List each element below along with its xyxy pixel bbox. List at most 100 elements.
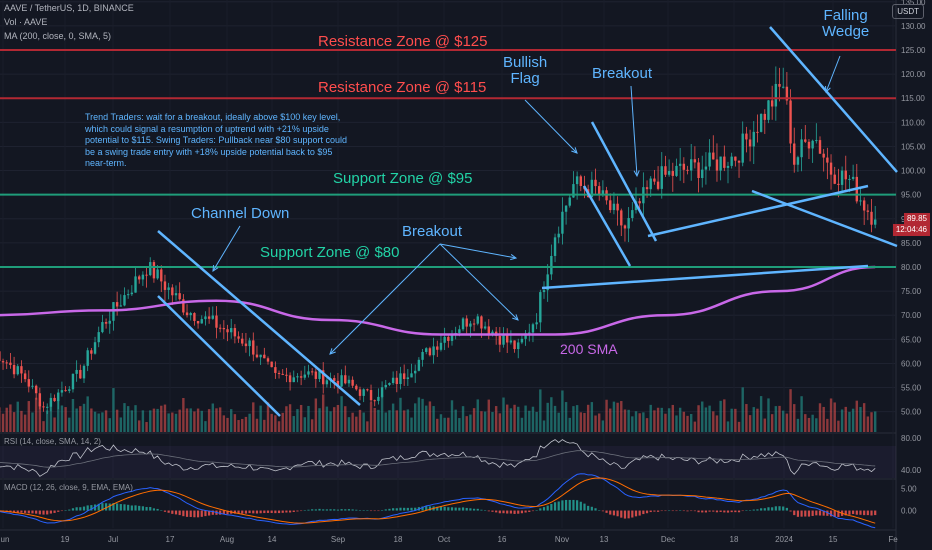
volume-bar	[866, 416, 870, 432]
macd-hist-bar	[715, 510, 719, 513]
candle-body	[108, 320, 111, 324]
volume-bar	[605, 399, 608, 432]
candle-body	[756, 131, 759, 133]
macd-hist-bar	[355, 509, 358, 511]
macd-hist-bar	[778, 506, 781, 511]
volume-bar	[638, 413, 641, 432]
candle-body	[859, 200, 862, 202]
volume-bar	[793, 404, 796, 432]
macd-hist-bar	[421, 506, 424, 511]
volume-bar	[458, 418, 461, 432]
volume-bar	[796, 418, 800, 432]
volume-bar	[690, 413, 693, 432]
macd-hist-bar	[101, 503, 104, 511]
volume-bar	[27, 401, 30, 432]
candle-body	[71, 373, 75, 390]
volume-bar	[840, 409, 844, 432]
candle-body	[759, 113, 763, 132]
rsi-legend[interactable]: RSI (14, close, SMA, 14, 2)	[4, 437, 101, 446]
macd-hist-bar	[638, 510, 641, 516]
candle-body	[226, 329, 229, 333]
volume-bar	[274, 415, 277, 432]
candle-body	[837, 183, 840, 185]
candle-body	[340, 375, 343, 387]
candle-body	[734, 156, 737, 161]
macd-hist-bar	[822, 510, 825, 516]
macd-hist-bar	[399, 507, 402, 511]
volume-bar	[417, 397, 421, 432]
macd-hist-bar	[185, 510, 189, 517]
macd-hist-bar	[583, 503, 586, 511]
volume-legend[interactable]: Vol · AAVE	[4, 17, 48, 27]
volume-bar	[583, 412, 586, 432]
volume-bar	[546, 402, 549, 432]
candle-body	[259, 354, 262, 358]
macd-hist-bar	[270, 510, 273, 513]
volume-bar	[189, 408, 192, 432]
candle-body	[627, 218, 630, 229]
volume-bar	[366, 421, 369, 432]
volume-bar	[344, 406, 347, 432]
candle-body	[27, 379, 30, 387]
volume-bar	[1, 413, 5, 432]
candle-body	[34, 385, 38, 394]
volume-bar	[16, 401, 19, 432]
volume-bar	[9, 404, 12, 432]
macd-hist-bar	[774, 506, 777, 511]
macd-hist-bar	[852, 510, 855, 515]
rsi-sma-line	[0, 450, 876, 468]
y-tick-label-16: 55.00	[901, 384, 922, 393]
volume-bar	[837, 420, 840, 432]
macd-hist-bar	[182, 510, 185, 517]
candle-body	[149, 262, 152, 276]
candle-body	[163, 281, 167, 290]
volume-bar	[79, 406, 82, 432]
candle-body	[443, 336, 446, 343]
macd-hist-bar	[627, 510, 630, 519]
candle-body	[263, 354, 266, 359]
candle-body	[616, 203, 619, 211]
volume-bar	[149, 410, 152, 432]
volume-bar	[299, 404, 303, 432]
macd-hist-bar	[752, 509, 755, 511]
macd-hist-bar	[347, 509, 351, 511]
macd-hist-bar	[469, 508, 472, 511]
macd-hist-bar	[403, 507, 406, 511]
volume-bar	[384, 412, 387, 432]
candle-body	[476, 316, 479, 324]
volume-bar	[432, 406, 435, 432]
candle-body	[546, 274, 549, 291]
currency-selector[interactable]: USDT	[892, 4, 924, 19]
volume-bar	[281, 412, 284, 432]
volume-bar	[351, 412, 354, 432]
symbol-title[interactable]: AAVE / TetherUS, 1D, BINANCE	[4, 3, 134, 13]
ma-legend[interactable]: MA (200, close, 0, SMA, 5)	[4, 31, 112, 41]
volume-bar	[46, 410, 49, 432]
candle-body	[406, 377, 410, 380]
volume-bar	[57, 399, 60, 432]
x-tick-label-14: 2024	[775, 535, 793, 544]
volume-bar	[701, 401, 704, 432]
candle-body	[660, 166, 663, 189]
candle-body	[336, 380, 340, 387]
macd-hist-bar	[870, 510, 873, 516]
macd-hist-bar	[384, 509, 387, 511]
candle-body	[119, 305, 122, 307]
macd-legend[interactable]: MACD (12, 26, close, 9, EMA, EMA)	[4, 483, 133, 492]
volume-bar	[800, 396, 803, 432]
candle-body	[844, 170, 847, 180]
macd-hist-bar	[594, 508, 597, 511]
macd-hist-bar	[127, 504, 130, 511]
candle-body	[557, 233, 560, 238]
candle-body	[0, 351, 1, 362]
candle-body	[649, 178, 652, 190]
volume-bar	[870, 412, 873, 432]
macd-hist-bar	[35, 510, 38, 514]
candle-body	[355, 385, 358, 390]
volume-bar	[568, 417, 571, 432]
candle-body	[745, 133, 748, 140]
volume-bar	[752, 407, 755, 432]
candle-body	[333, 378, 336, 381]
volume-bar	[653, 410, 656, 432]
